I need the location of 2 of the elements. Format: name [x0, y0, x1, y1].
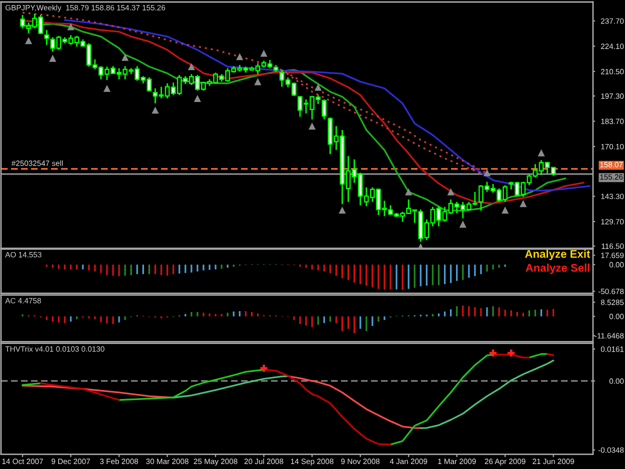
annotation: Analyze Sell: [526, 264, 590, 274]
annotation: Analyze Exit: [525, 250, 590, 260]
